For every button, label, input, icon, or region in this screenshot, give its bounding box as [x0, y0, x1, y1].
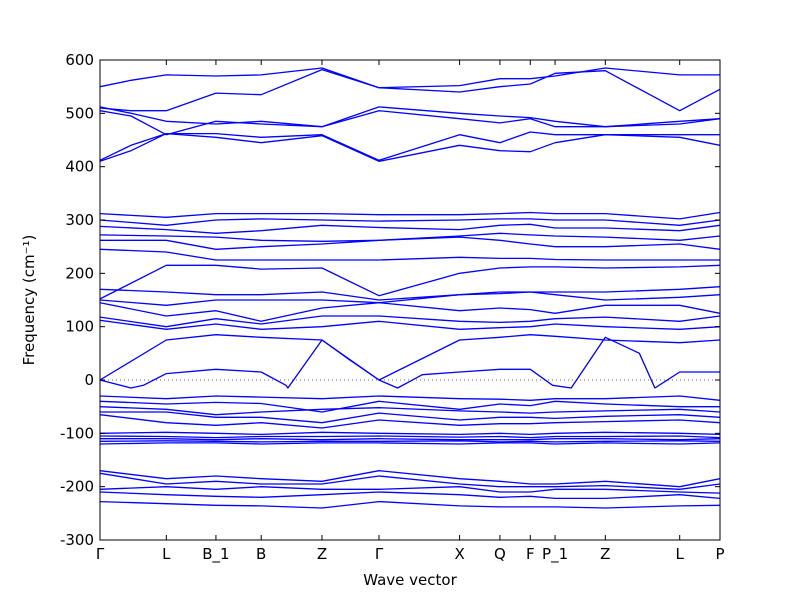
band-line-24: [100, 411, 720, 424]
band-line-19: [100, 334, 720, 381]
band-line-17: [100, 315, 720, 328]
x-tick-label: F: [526, 545, 535, 563]
y-tick-label: 600: [65, 51, 94, 69]
band-line-20: [100, 336, 720, 389]
band-line-34: [100, 491, 720, 500]
band-line-16: [100, 302, 720, 322]
band-line-2: [100, 68, 720, 112]
band-line-18: [100, 319, 720, 330]
band-line-4: [100, 110, 720, 136]
band-line-15: [100, 291, 720, 306]
band-line-23: [100, 406, 720, 416]
band-line-25: [100, 414, 720, 429]
y-tick-label: -200: [60, 478, 94, 496]
x-tick-label: Q: [494, 545, 506, 563]
band-line-27: [100, 435, 720, 439]
band-line-12: [100, 248, 720, 261]
band-line-9: [100, 223, 720, 234]
x-tick-label: Z: [317, 545, 327, 563]
y-tick-label: 400: [65, 158, 94, 176]
band-line-31: [100, 470, 720, 488]
y-tick-label: -300: [60, 531, 94, 549]
y-tick-label: 0: [84, 371, 94, 389]
x-tick-label: X: [454, 545, 464, 563]
band-line-33: [100, 486, 720, 494]
x-axis-ticks: Γ L B_1 B Z Γ X Q F P_1 Z L P: [96, 60, 725, 564]
x-tick-label: P_1: [542, 545, 568, 564]
x-axis-label: Wave vector: [363, 571, 457, 589]
series-layer: [100, 67, 720, 509]
band-line-30: [100, 442, 720, 445]
plot-frame: [99, 59, 721, 541]
band-line-3: [100, 106, 720, 128]
x-tick-label: Γ: [96, 545, 105, 563]
y-axis-label: Frequency (cm⁻¹): [20, 235, 38, 366]
band-line-35: [100, 500, 720, 509]
band-line-26: [100, 431, 720, 436]
band-line-21: [100, 395, 720, 401]
band-line-7: [100, 211, 720, 220]
band-line-8: [100, 218, 720, 226]
x-tick-label: B: [256, 545, 266, 563]
y-tick-label: 200: [65, 264, 94, 282]
band-line-10: [100, 232, 720, 242]
y-tick-label: 300: [65, 211, 94, 229]
x-tick-label: Z: [600, 545, 610, 563]
x-tick-label: L: [162, 545, 171, 563]
x-tick-label: P: [715, 545, 724, 563]
x-tick-label: L: [676, 545, 685, 563]
x-tick-label: Γ: [375, 545, 384, 563]
y-tick-label: 100: [65, 318, 94, 336]
y-tick-label: 500: [65, 104, 94, 122]
band-line-28: [100, 438, 720, 441]
y-tick-label: -100: [60, 424, 94, 442]
x-tick-label: B_1: [202, 545, 229, 564]
band-line-13: [100, 264, 720, 300]
band-line-6: [100, 132, 720, 162]
band-line-32: [100, 472, 720, 490]
band-line-11: [100, 236, 720, 250]
y-axis-ticks: -300 -200 -100 0 100 200 300 400 500 600: [60, 51, 720, 549]
band-line-1: [100, 67, 720, 89]
band-line-29: [100, 440, 720, 443]
band-line-22: [100, 400, 720, 413]
